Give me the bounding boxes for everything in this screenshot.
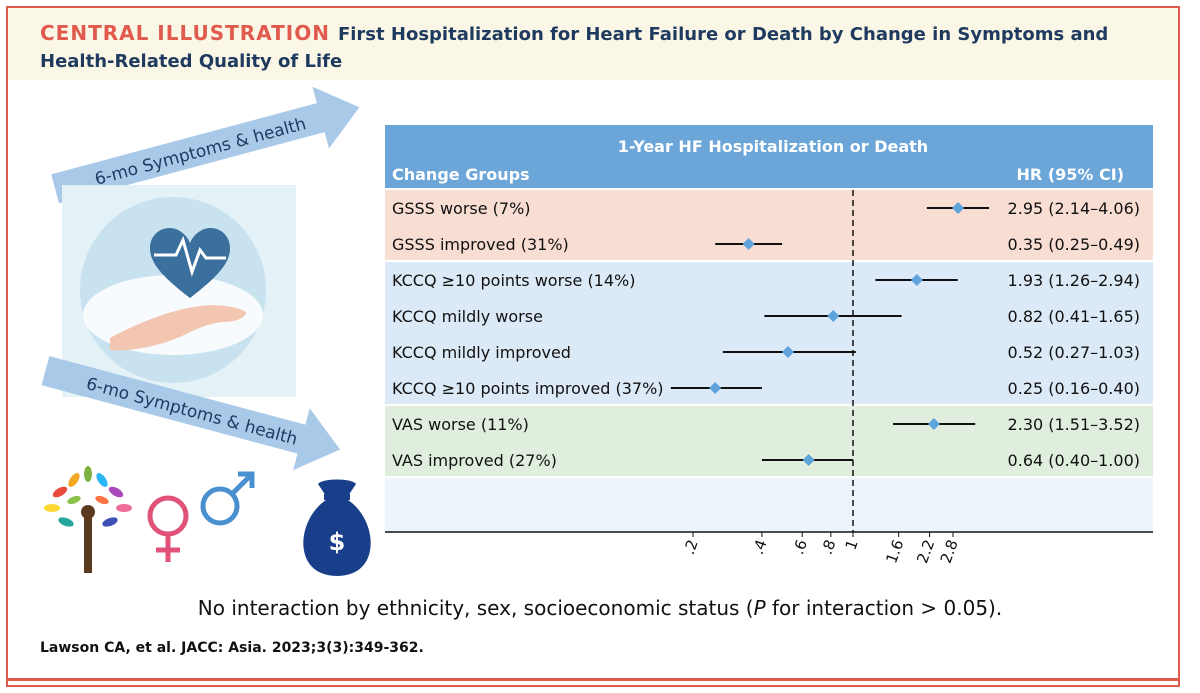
diversity-tree-icon bbox=[44, 466, 132, 573]
chart-title: 1-Year HF Hospitalization or Death bbox=[618, 137, 928, 156]
frame-border bbox=[6, 6, 1180, 687]
left-header: Change Groups bbox=[392, 165, 530, 184]
hr-ci-text: 0.25 (0.16–0.40) bbox=[1008, 379, 1140, 398]
note-p: P bbox=[753, 596, 766, 620]
illustration-title: CENTRAL ILLUSTRATION First Hospitalizatio… bbox=[40, 20, 1150, 75]
male-symbol-icon bbox=[200, 471, 255, 526]
x-tick-label: 1 bbox=[842, 537, 862, 552]
header-band bbox=[8, 8, 1178, 80]
hr-ci-text: 0.35 (0.25–0.49) bbox=[1008, 235, 1140, 254]
row-label: VAS improved (27%) bbox=[392, 451, 557, 470]
hr-marker bbox=[910, 274, 923, 286]
row-label: KCCQ mildly improved bbox=[392, 343, 571, 362]
footer-rule bbox=[8, 678, 1178, 681]
x-tick-label: .2 bbox=[680, 537, 702, 557]
citation: Lawson CA, et al. JACC: Asia. 2023;3(3):… bbox=[40, 640, 424, 656]
x-tick-label: 2.2 bbox=[913, 537, 938, 566]
x-tick-label: 2.8 bbox=[937, 537, 962, 566]
x-tick-label: .8 bbox=[818, 537, 840, 557]
band-vas bbox=[385, 406, 1153, 476]
central-illustration-label: CENTRAL ILLUSTRATION bbox=[40, 21, 330, 45]
x-tick-label: .4 bbox=[749, 537, 771, 557]
hr-marker bbox=[927, 418, 940, 430]
note-text-after: for interaction > 0.05). bbox=[765, 596, 1003, 620]
hand-icon bbox=[110, 305, 246, 351]
hr-ci-text: 0.52 (0.27–1.03) bbox=[1008, 343, 1140, 362]
hr-marker bbox=[709, 382, 722, 394]
row-label: GSSS improved (31%) bbox=[392, 235, 569, 254]
band-gsss bbox=[385, 190, 1153, 260]
row-label: GSSS worse (7%) bbox=[392, 199, 531, 218]
hr-marker bbox=[827, 310, 840, 322]
interaction-note: No interaction by ethnicity, sex, socioe… bbox=[180, 596, 1020, 620]
hr-ci-text: 2.95 (2.14–4.06) bbox=[1008, 199, 1140, 218]
hr-marker bbox=[802, 454, 815, 466]
row-label: KCCQ ≥10 points improved (37%) bbox=[392, 379, 664, 398]
hr-ci-text: 0.82 (0.41–1.65) bbox=[1008, 307, 1140, 326]
hr-marker bbox=[781, 346, 794, 358]
hr-ci-text: 1.93 (1.26–2.94) bbox=[1008, 271, 1140, 290]
right-header: HR (95% CI) bbox=[1017, 165, 1124, 184]
money-bag-icon: $ bbox=[303, 479, 371, 576]
hr-marker bbox=[952, 202, 965, 214]
hr-ci-text: 2.30 (1.51–3.52) bbox=[1008, 415, 1140, 434]
x-tick-label: 1.6 bbox=[882, 537, 907, 566]
row-label: VAS worse (11%) bbox=[392, 415, 529, 434]
row-label: KCCQ mildly worse bbox=[392, 307, 543, 326]
hr-marker bbox=[742, 238, 755, 250]
female-symbol-icon bbox=[147, 495, 189, 562]
table-header-bg bbox=[385, 125, 1153, 188]
row-label: KCCQ ≥10 points worse (14%) bbox=[392, 271, 635, 290]
dollar-sign: $ bbox=[329, 528, 346, 556]
title-text: First Hospitalization for Heart Failure … bbox=[40, 24, 1109, 72]
band-kccq bbox=[385, 262, 1153, 404]
hr-ci-text: 0.64 (0.40–1.00) bbox=[1008, 451, 1140, 470]
x-tick-label: .6 bbox=[789, 537, 811, 557]
band-empty bbox=[385, 478, 1153, 532]
note-text-before: No interaction by ethnicity, sex, socioe… bbox=[197, 596, 754, 620]
